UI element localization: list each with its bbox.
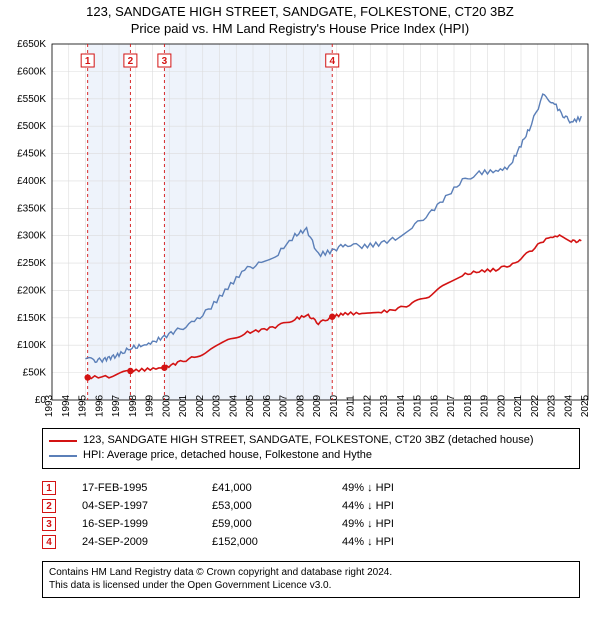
xtick-label: 2011 xyxy=(346,395,357,417)
legend-row: HPI: Average price, detached house, Folk… xyxy=(49,448,573,463)
event-marker-label: 4 xyxy=(329,56,335,67)
event-marker: 4 xyxy=(42,535,56,549)
xtick-label: 2012 xyxy=(362,394,373,417)
event-price: £152,000 xyxy=(212,533,342,551)
xtick-label: 2008 xyxy=(295,394,306,417)
event-row: 2 04-SEP-1997£53,00044% ↓ HPI xyxy=(42,497,472,515)
legend-swatch xyxy=(49,440,77,442)
xtick-label: 2017 xyxy=(446,394,457,417)
xtick-label: 2019 xyxy=(480,394,491,417)
ytick-label: £250K xyxy=(17,258,46,269)
footnote: Contains HM Land Registry data © Crown c… xyxy=(42,561,580,598)
event-date: 24-SEP-2009 xyxy=(82,533,212,551)
footnote-line2: This data is licensed under the Open Gov… xyxy=(49,579,573,593)
sale-marker xyxy=(161,364,167,370)
ytick-label: £350K xyxy=(17,203,46,214)
event-price: £41,000 xyxy=(212,479,342,497)
legend: 123, SANDGATE HIGH STREET, SANDGATE, FOL… xyxy=(42,428,580,469)
event-marker: 2 xyxy=(42,499,56,513)
xtick-label: 1995 xyxy=(78,394,89,417)
event-diff: 49% ↓ HPI xyxy=(342,515,472,533)
ytick-label: £450K xyxy=(17,149,46,160)
event-marker-label: 2 xyxy=(128,56,134,67)
ytick-label: £150K xyxy=(17,313,46,324)
event-marker: 3 xyxy=(42,517,56,531)
sale-marker xyxy=(84,374,90,380)
event-price: £53,000 xyxy=(212,497,342,515)
event-diff: 44% ↓ HPI xyxy=(342,533,472,551)
title-address: 123, SANDGATE HIGH STREET, SANDGATE, FOL… xyxy=(0,4,600,19)
xtick-label: 1997 xyxy=(111,394,122,417)
event-row: 1 17-FEB-1995£41,00049% ↓ HPI xyxy=(42,479,472,497)
legend-label: 123, SANDGATE HIGH STREET, SANDGATE, FOL… xyxy=(83,433,534,448)
xtick-label: 2007 xyxy=(279,394,290,417)
xtick-label: 1996 xyxy=(94,394,105,417)
xtick-label: 2024 xyxy=(563,394,574,417)
xtick-label: 2020 xyxy=(496,394,507,417)
price-chart: £0£50K£100K£150K£200K£250K£300K£350K£400… xyxy=(0,40,600,420)
legend-label: HPI: Average price, detached house, Folk… xyxy=(83,448,372,463)
xtick-label: 2013 xyxy=(379,394,390,417)
xtick-label: 1993 xyxy=(44,394,55,417)
xtick-label: 2021 xyxy=(513,394,524,417)
xtick-label: 2014 xyxy=(396,394,407,417)
xtick-label: 2004 xyxy=(228,394,239,417)
ytick-label: £500K xyxy=(17,121,46,132)
event-price: £59,000 xyxy=(212,515,342,533)
xtick-label: 2015 xyxy=(413,394,424,417)
event-row: 4 24-SEP-2009£152,00044% ↓ HPI xyxy=(42,533,472,551)
ytick-label: £600K xyxy=(17,66,46,77)
sale-marker xyxy=(329,314,335,320)
ytick-label: £550K xyxy=(17,94,46,105)
ytick-label: £650K xyxy=(17,40,46,50)
xtick-label: 2002 xyxy=(195,394,206,417)
footnote-line1: Contains HM Land Registry data © Crown c… xyxy=(49,566,573,580)
legend-row: 123, SANDGATE HIGH STREET, SANDGATE, FOL… xyxy=(49,433,573,448)
xtick-label: 2003 xyxy=(212,394,223,417)
chart-container: £0£50K£100K£150K£200K£250K£300K£350K£400… xyxy=(0,40,600,420)
event-diff: 44% ↓ HPI xyxy=(342,497,472,515)
ytick-label: £300K xyxy=(17,231,46,242)
xtick-label: 2009 xyxy=(312,394,323,417)
xtick-label: 1998 xyxy=(128,394,139,417)
ytick-label: £100K xyxy=(17,340,46,351)
event-diff: 49% ↓ HPI xyxy=(342,479,472,497)
events-table: 1 17-FEB-1995£41,00049% ↓ HPI 2 04-SEP-1997… xyxy=(42,475,580,555)
event-date: 04-SEP-1997 xyxy=(82,497,212,515)
xtick-label: 2001 xyxy=(178,394,189,417)
ytick-label: £400K xyxy=(17,176,46,187)
legend-swatch xyxy=(49,455,77,457)
xtick-label: 2006 xyxy=(262,394,273,417)
event-marker-label: 1 xyxy=(85,56,91,67)
event-marker-label: 3 xyxy=(162,56,168,67)
xtick-label: 2025 xyxy=(580,394,591,417)
event-row: 3 16-SEP-1999£59,00049% ↓ HPI xyxy=(42,515,472,533)
event-marker: 1 xyxy=(42,481,56,495)
xtick-label: 2018 xyxy=(463,394,474,417)
xtick-label: 2010 xyxy=(329,394,340,417)
ytick-label: £200K xyxy=(17,285,46,296)
event-date: 17-FEB-1995 xyxy=(82,479,212,497)
xtick-label: 1999 xyxy=(145,394,156,417)
title-subtitle: Price paid vs. HM Land Registry's House … xyxy=(0,21,600,36)
xtick-label: 1994 xyxy=(61,394,72,417)
xtick-label: 2016 xyxy=(429,394,440,417)
xtick-label: 2005 xyxy=(245,394,256,417)
sale-marker xyxy=(127,368,133,374)
xtick-label: 2000 xyxy=(161,394,172,417)
ytick-label: £50K xyxy=(23,368,47,379)
event-date: 16-SEP-1999 xyxy=(82,515,212,533)
xtick-label: 2023 xyxy=(547,394,558,417)
xtick-label: 2022 xyxy=(530,394,541,417)
